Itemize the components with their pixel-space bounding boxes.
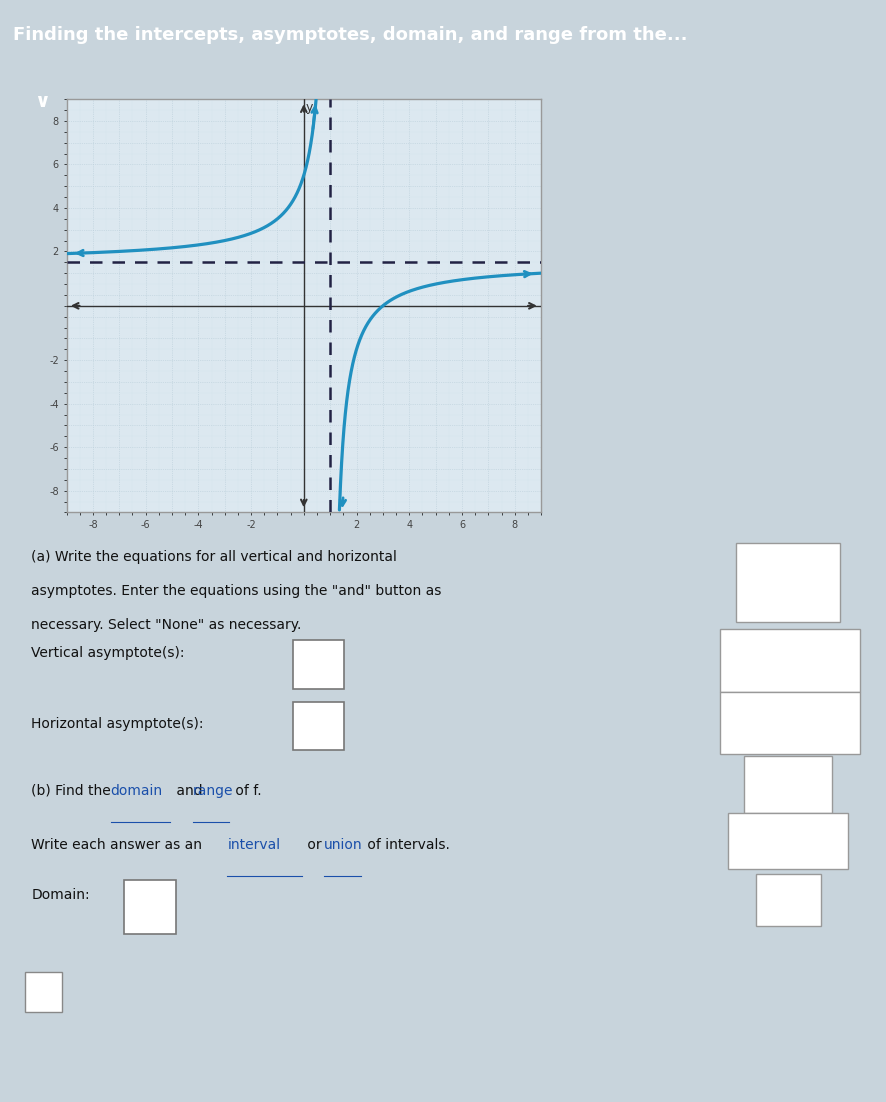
Text: ×: × bbox=[781, 890, 795, 909]
FancyBboxPatch shape bbox=[292, 640, 344, 689]
FancyBboxPatch shape bbox=[742, 756, 831, 813]
Text: □: □ bbox=[781, 602, 794, 614]
Text: □: □ bbox=[762, 716, 773, 730]
Text: interval: interval bbox=[227, 838, 280, 852]
Text: ∅: ∅ bbox=[780, 776, 796, 793]
Text: range: range bbox=[193, 784, 233, 798]
Text: (b) Find the: (b) Find the bbox=[32, 784, 115, 798]
Text: or: or bbox=[303, 838, 326, 852]
Text: asymptotes. Enter the equations using the "and" button as: asymptotes. Enter the equations using th… bbox=[32, 584, 441, 598]
FancyBboxPatch shape bbox=[719, 692, 859, 755]
Text: ,: , bbox=[797, 716, 801, 730]
Text: [: [ bbox=[729, 715, 734, 731]
FancyBboxPatch shape bbox=[124, 879, 175, 934]
Text: necessary. Select "None" as necessary.: necessary. Select "None" as necessary. bbox=[32, 618, 301, 633]
Text: domain: domain bbox=[111, 784, 162, 798]
Text: □: □ bbox=[781, 560, 794, 572]
Text: Write each answer as an: Write each answer as an bbox=[32, 838, 206, 852]
Text: □: □ bbox=[727, 653, 739, 667]
FancyBboxPatch shape bbox=[735, 543, 839, 623]
FancyBboxPatch shape bbox=[755, 874, 820, 926]
Text: ∨: ∨ bbox=[35, 93, 50, 111]
Text: Domain:: Domain: bbox=[32, 888, 90, 903]
Text: of f.: of f. bbox=[230, 784, 261, 798]
Text: of intervals.: of intervals. bbox=[362, 838, 449, 852]
Text: Horizontal asymptote(s):: Horizontal asymptote(s): bbox=[32, 717, 204, 731]
Text: Vertical asymptote(s):: Vertical asymptote(s): bbox=[32, 647, 185, 660]
Text: -∞: -∞ bbox=[778, 832, 797, 850]
FancyBboxPatch shape bbox=[25, 972, 62, 1012]
Text: □: □ bbox=[828, 716, 840, 730]
Text: and: and bbox=[172, 784, 207, 798]
Text: y: y bbox=[306, 101, 313, 115]
Text: □: □ bbox=[836, 653, 848, 667]
FancyBboxPatch shape bbox=[292, 702, 344, 750]
Text: and: and bbox=[776, 653, 799, 667]
Text: union: union bbox=[323, 838, 361, 852]
Text: Finding the intercepts, asymptotes, domain, and range from the...: Finding the intercepts, asymptotes, doma… bbox=[13, 26, 687, 44]
Text: (a) Write the equations for all vertical and horizontal: (a) Write the equations for all vertical… bbox=[32, 550, 397, 564]
FancyBboxPatch shape bbox=[727, 813, 847, 869]
FancyBboxPatch shape bbox=[719, 628, 859, 692]
